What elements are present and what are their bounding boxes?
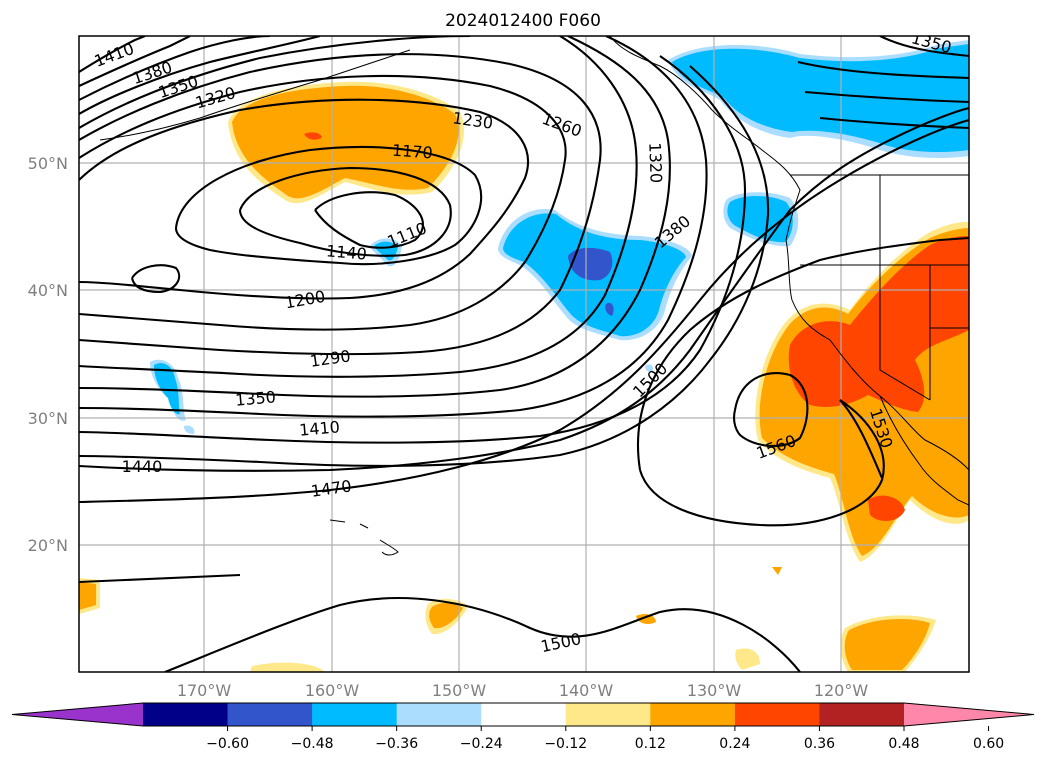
neg-region-tiny bbox=[645, 364, 653, 372]
colorbar-bin bbox=[143, 703, 229, 726]
contour-label-1350b: 1350 bbox=[234, 387, 276, 409]
longitude-labels: 170°W 160°W 150°W 140°W 130°W 120°W bbox=[177, 681, 869, 700]
colorbar-tick-label: −0.24 bbox=[460, 736, 503, 752]
pos-region-dot1 bbox=[636, 614, 656, 624]
colorbar-tick-label: −0.12 bbox=[544, 736, 587, 752]
aleutians bbox=[99, 49, 411, 141]
contour-1500-north bbox=[636, 236, 969, 471]
pos-region-south-core bbox=[844, 618, 930, 670]
lat-label-30n: 30°N bbox=[28, 409, 68, 428]
map-frame bbox=[78, 35, 970, 673]
lon-label-140w: 140°W bbox=[559, 681, 614, 700]
alaska-coast bbox=[609, 36, 969, 471]
negative-anomaly-shading bbox=[150, 40, 969, 434]
colorbar-bin bbox=[481, 703, 567, 726]
map-area: 1410 1380 1350 1320 1230 1260 1170 1320 … bbox=[79, 36, 969, 672]
colorbar-extend-high bbox=[904, 703, 1034, 726]
positive-anomaly-shading bbox=[79, 81, 969, 672]
baja-coast bbox=[879, 395, 969, 506]
contour-1560 bbox=[733, 372, 809, 448]
latitude-labels: 50°N 40°N 30°N 20°N bbox=[28, 154, 68, 555]
colorbar-bin bbox=[650, 703, 736, 726]
contour-1500-loop bbox=[638, 399, 885, 527]
figure-title: 2024012400 F060 bbox=[445, 11, 601, 31]
pos-region-mexico-strong bbox=[868, 495, 905, 522]
height-contours bbox=[79, 36, 969, 672]
contour-1230 bbox=[79, 74, 567, 331]
colorbar-tick-label: 0.60 bbox=[973, 736, 1004, 752]
neg-region-pacific-strong2 bbox=[605, 302, 614, 316]
colorbar-bin bbox=[734, 703, 820, 726]
contour-1140 bbox=[238, 166, 452, 257]
contour-ne-3 bbox=[804, 90, 969, 104]
state-border-3 bbox=[879, 265, 931, 401]
colorbar-bin bbox=[312, 703, 398, 726]
contour-1500-west bbox=[79, 573, 241, 584]
contour-ne-2 bbox=[797, 60, 969, 80]
neg-region-pacific-strong bbox=[568, 247, 613, 281]
colorbar-tick-label: −0.48 bbox=[291, 736, 334, 752]
colorbar-tick-label: 0.24 bbox=[719, 736, 750, 752]
colorbar-extend-low bbox=[12, 703, 143, 726]
contour-label-1170: 1170 bbox=[391, 141, 433, 163]
pos-region-bottom bbox=[250, 662, 325, 672]
colorbar-tick-label: 0.36 bbox=[804, 736, 835, 752]
contour-1290 bbox=[79, 36, 638, 378]
colorbar-outline bbox=[11, 702, 1035, 727]
contour-1440 bbox=[79, 106, 969, 472]
contour-label-1140: 1140 bbox=[325, 241, 367, 263]
neg-region-west-core bbox=[154, 363, 180, 415]
lon-label-170w: 170°W bbox=[177, 681, 232, 700]
contour-1530 bbox=[839, 399, 883, 479]
contour-1470 bbox=[79, 118, 969, 504]
contour-small-loop bbox=[130, 264, 181, 294]
contour-1350 bbox=[79, 36, 708, 418]
pos-region-aleutian-core bbox=[232, 85, 459, 199]
colorbar-tick-label: 0.48 bbox=[888, 736, 919, 752]
contour-1170 bbox=[174, 146, 483, 266]
lat-label-20n: 20°N bbox=[28, 536, 68, 555]
pos-region-aleutian-spot bbox=[304, 132, 322, 140]
contour-1500-south bbox=[164, 597, 801, 672]
hawaii bbox=[329, 519, 399, 556]
neg-region-west-dot bbox=[184, 425, 195, 434]
contour-1110 bbox=[314, 191, 424, 249]
contour-label-1440: 1440 bbox=[122, 457, 163, 476]
colorbar-bin bbox=[396, 703, 482, 726]
colorbar: −0.60 −0.48 −0.36 −0.24 −0.12 0.12 0.24 0.36 0.4… bbox=[11, 702, 1035, 752]
contour-1410 bbox=[79, 36, 770, 467]
lat-label-40n: 40°N bbox=[28, 281, 68, 300]
lon-label-120w: 120°W bbox=[814, 681, 869, 700]
contour-1350-ne bbox=[879, 36, 969, 58]
pos-region-dot2 bbox=[772, 567, 782, 575]
contour-1200 bbox=[79, 98, 530, 300]
colorbar-tick-label: −0.60 bbox=[206, 736, 249, 752]
colorbar-bin bbox=[565, 703, 651, 726]
lon-label-130w: 130°W bbox=[687, 681, 742, 700]
contour-label-1410b: 1410 bbox=[298, 417, 340, 439]
pos-region-bottom-right bbox=[735, 648, 760, 670]
colorbar-tick-label: 0.12 bbox=[635, 736, 666, 752]
lon-label-160w: 160°W bbox=[305, 681, 360, 700]
contour-1260 bbox=[79, 53, 602, 356]
contour-1320 bbox=[79, 36, 671, 398]
colorbar-bin bbox=[819, 703, 905, 726]
pos-region-southwest-strong bbox=[788, 235, 969, 412]
contour-ne-4 bbox=[819, 116, 969, 130]
colorbar-tick-label: −0.36 bbox=[375, 736, 418, 752]
pos-region-mid-core bbox=[429, 602, 463, 629]
lon-label-150w: 150°W bbox=[432, 681, 487, 700]
lat-label-50n: 50°N bbox=[28, 154, 68, 173]
pos-region-west-edge-core bbox=[79, 582, 96, 610]
contour-label-1320b: 1320 bbox=[645, 142, 665, 183]
coastlines bbox=[99, 36, 969, 556]
colorbar-bin bbox=[227, 703, 313, 726]
